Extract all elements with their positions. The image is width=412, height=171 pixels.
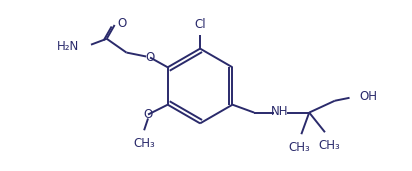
Text: CH₃: CH₃ [133, 137, 155, 150]
Text: O: O [117, 17, 127, 30]
Text: O: O [143, 108, 153, 121]
Text: CH₃: CH₃ [318, 139, 340, 152]
Text: Cl: Cl [194, 18, 206, 31]
Text: O: O [145, 51, 154, 64]
Text: NH: NH [271, 105, 288, 118]
Text: H₂N: H₂N [57, 40, 79, 53]
Text: OH: OH [359, 90, 377, 103]
Text: CH₃: CH₃ [288, 141, 310, 154]
